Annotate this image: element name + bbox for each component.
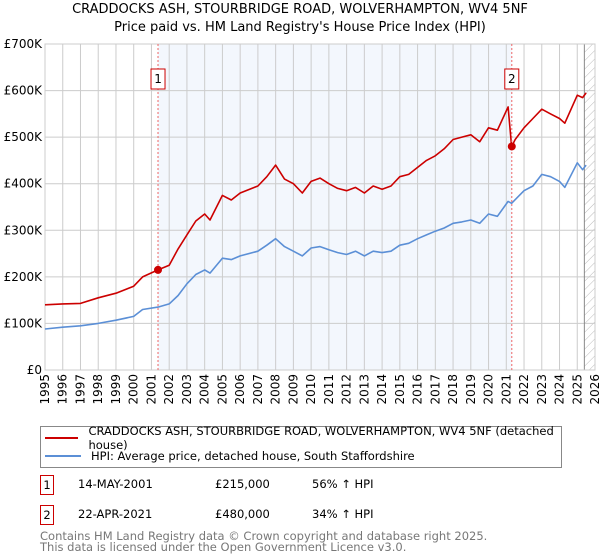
x-tick-label: 2014 [375,374,389,405]
x-tick-label: 2016 [411,374,425,405]
x-tick-label: 1999 [109,374,123,405]
x-tick-label: 2022 [517,374,531,405]
y-tick-label: £200K [4,270,44,284]
x-tick-label: 2017 [428,374,442,405]
x-tick-label: 1995 [38,374,52,405]
ownership-period-shade [158,44,512,370]
x-tick-label: 2020 [482,374,496,405]
footer: Contains HM Land Registry data © Crown c… [40,529,488,554]
x-tick-label: 2026 [588,374,600,405]
legend: CRADDOCKS ASH, STOURBRIDGE ROAD, WOLVERH… [40,424,562,468]
x-tick-label: 2002 [162,374,176,405]
x-tick-label: 2021 [499,374,513,405]
sale-hpi: 34% ↑ HPI [312,507,374,521]
legend-item-hpi: HPI: Average price, detached house, Sout… [45,448,415,464]
y-tick-label: £600K [4,84,44,98]
x-tick-label: 2013 [357,374,371,405]
y-tick-label: £100K [4,316,44,330]
sale-marker-badge [504,68,520,90]
hpi-series-line [44,162,587,330]
legend-swatch-blue [45,455,81,457]
sale-badge: 1 [40,475,54,495]
footer-line-1: Contains HM Land Registry data © Crown c… [40,529,488,543]
sale-marker-badge [150,68,166,90]
x-tick-label: 2010 [304,374,318,405]
footer-line-2: This data is licensed under the Open Gov… [40,540,407,554]
x-tick-label: 2000 [127,374,141,405]
x-tick-label: 1997 [73,374,87,405]
x-tick-label: 2015 [393,374,407,405]
x-tick-label: 1998 [91,374,105,405]
sale-date: 22-APR-2021 [78,507,153,521]
legend-swatch-red [45,437,79,439]
chart-subtitle: Price paid vs. HM Land Registry's House … [114,20,486,35]
sale-marker-label: 2 [508,72,516,86]
x-tick-label: 2004 [198,374,212,405]
x-tick-label: 2019 [464,374,478,405]
sale-point [507,142,516,151]
sale-point [154,265,163,274]
sale-row-1: 1 14-MAY-2001 £215,000 56% ↑ HPI [40,475,560,495]
sale-hpi: 56% ↑ HPI [312,477,374,491]
sale-price: £480,000 [215,507,270,521]
forecast-hatch [584,44,595,370]
x-tick-label: 2009 [286,374,300,405]
x-tick-label: 2001 [144,374,158,405]
plot-frame [44,43,596,371]
chart-title: CRADDOCKS ASH, STOURBRIDGE ROAD, WOLVERH… [72,2,528,17]
x-tick-label: 2024 [553,374,567,405]
sale-price: £215,000 [215,477,270,491]
legend-item-property: CRADDOCKS ASH, STOURBRIDGE ROAD, WOLVERH… [45,424,561,452]
x-tick-label: 2018 [446,374,460,405]
property-series-line [44,92,587,306]
x-tick-label: 2003 [180,374,194,405]
y-tick-label: £0 [27,363,42,377]
x-tick-label: 2005 [215,374,229,405]
sale-row-2: 2 22-APR-2021 £480,000 34% ↑ HPI [40,505,560,525]
x-tick-label: 1996 [56,374,70,405]
x-tick-label: 2023 [535,374,549,405]
y-tick-label: £300K [4,223,44,237]
x-tick-label: 2007 [251,374,265,405]
sale-date: 14-MAY-2001 [78,477,153,491]
y-tick-label: £400K [4,177,44,191]
y-tick-label: £700K [4,37,44,51]
x-tick-label: 2006 [233,374,247,405]
sale-marker-label: 1 [154,72,162,86]
x-tick-label: 2008 [269,374,283,405]
legend-label-property: CRADDOCKS ASH, STOURBRIDGE ROAD, WOLVERH… [88,424,554,452]
x-tick-label: 2011 [322,374,336,405]
y-tick-label: £500K [4,130,44,144]
sale-badge: 2 [40,505,54,525]
price-chart: CRADDOCKS ASH, STOURBRIDGE ROAD, WOLVERH… [4,2,600,405]
x-tick-label: 2012 [340,374,354,405]
legend-label-hpi: HPI: Average price, detached house, Sout… [91,449,415,463]
x-tick-label: 2025 [570,374,584,405]
